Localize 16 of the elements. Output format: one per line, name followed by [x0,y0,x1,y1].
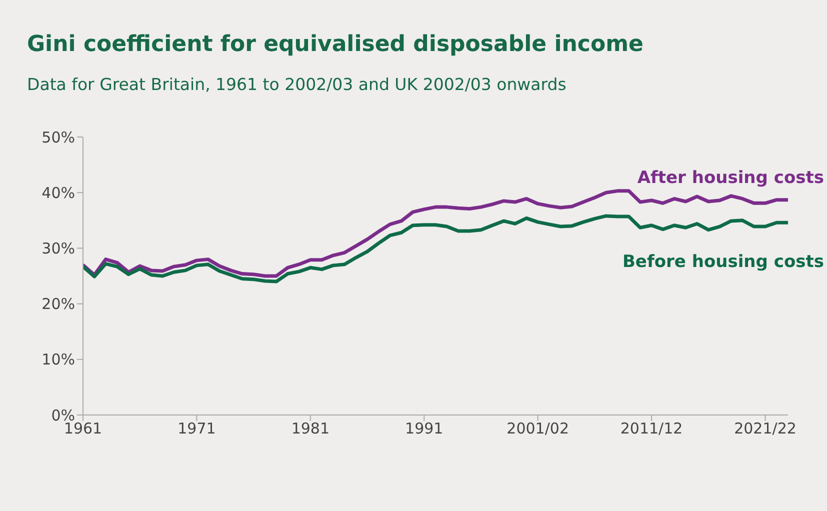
x-tick-label: 1971 [178,420,216,438]
y-tick-label: 20% [42,295,75,314]
chart-title: Gini coefficient for equivalised disposable income [27,32,644,57]
x-tick-label: 2021/22 [734,420,796,438]
series-label: Before housing costs [622,252,824,272]
series-label: After housing costs [637,168,824,188]
x-tick-label: 1991 [405,420,444,438]
y-tick-label: 50% [42,128,75,146]
x-tick-label: 1981 [291,420,330,438]
x-tick-label: 2001/02 [506,420,570,438]
y-tick-label: 30% [42,240,75,258]
chart-subtitle: Data for Great Britain, 1961 to 2002/03 and UK 2002/03 onwards [27,75,566,94]
y-tick-label: 10% [42,350,75,369]
y-tick-label: 40% [42,184,75,202]
x-tick-label: 1961 [64,420,102,438]
x-tick-label: 2011/12 [620,420,683,438]
